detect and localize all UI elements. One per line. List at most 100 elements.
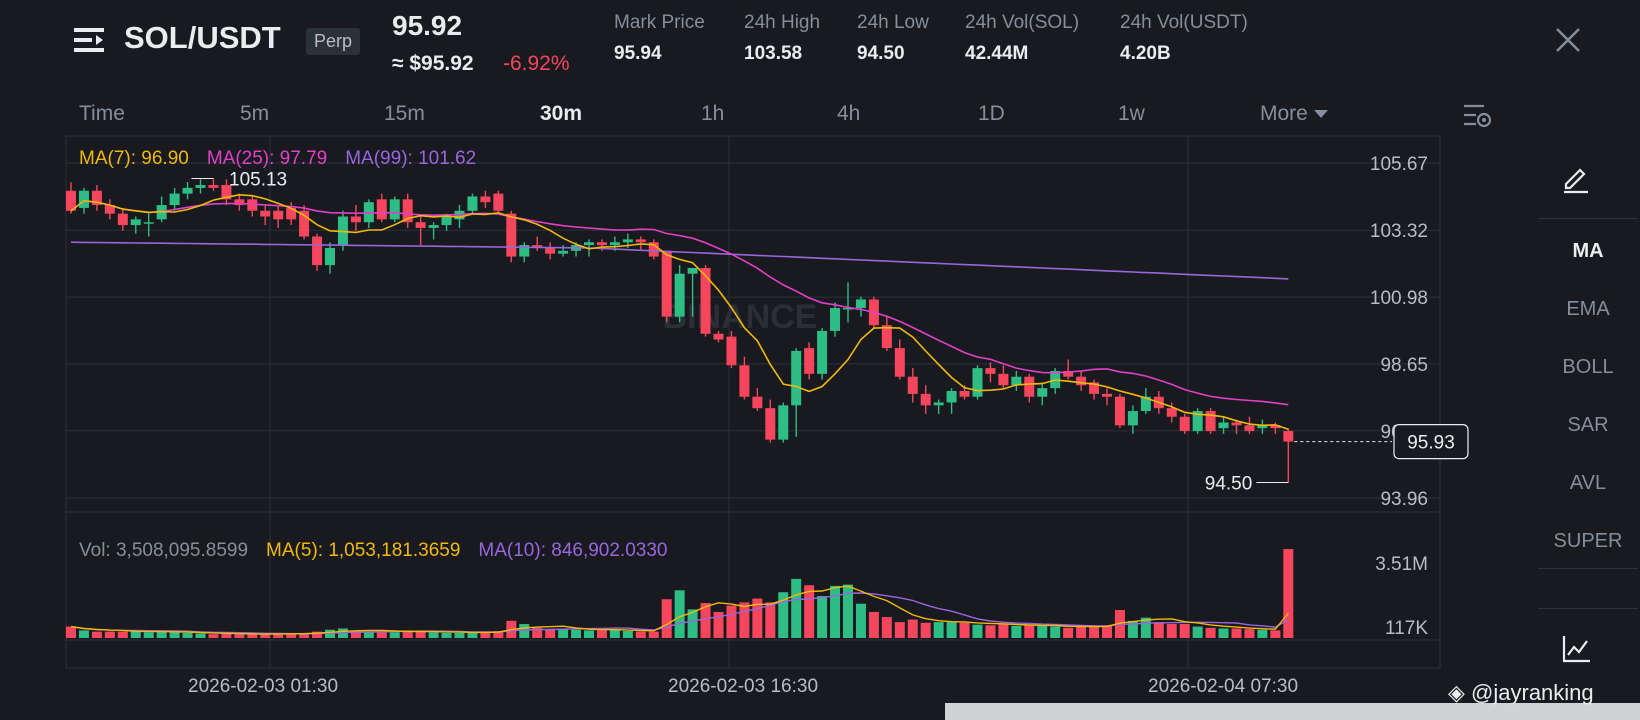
low-marker-label: 94.50 bbox=[1205, 474, 1253, 495]
chart-settings-icon[interactable] bbox=[1462, 102, 1492, 130]
volume-bar bbox=[1063, 627, 1074, 638]
candle-body bbox=[467, 196, 478, 211]
volume-bar bbox=[454, 632, 465, 638]
indicator-super[interactable]: SUPER bbox=[1553, 530, 1623, 552]
volume-bar bbox=[1024, 625, 1035, 638]
candle-body bbox=[519, 245, 530, 257]
tab-1h[interactable]: 1h bbox=[701, 102, 725, 125]
indicator-boll[interactable]: BOLL bbox=[1562, 356, 1614, 378]
pair-title[interactable]: SOL/USDT bbox=[124, 20, 281, 55]
candle-body bbox=[843, 308, 853, 310]
candle-body bbox=[1063, 370, 1074, 377]
candle-body bbox=[1166, 408, 1177, 417]
volume-bar bbox=[1089, 625, 1100, 638]
stat-value: 4.20B bbox=[1120, 43, 1171, 64]
volume-bar bbox=[91, 631, 102, 638]
candle-body bbox=[985, 368, 996, 374]
time-axis-label: 2026-02-03 01:30 bbox=[188, 676, 339, 697]
indicator-sar[interactable]: SAR bbox=[1567, 414, 1609, 436]
tab-15m[interactable]: 15m bbox=[384, 102, 425, 125]
binance-logo-icon: ◈ bbox=[1448, 680, 1472, 705]
volume-bars bbox=[66, 549, 1294, 638]
vol-ma5-line bbox=[70, 585, 1289, 635]
tab-4h[interactable]: 4h bbox=[837, 102, 861, 125]
volume-bar bbox=[998, 624, 1009, 638]
volume-bar bbox=[946, 622, 957, 638]
candle-body bbox=[91, 190, 102, 206]
candle-body bbox=[713, 333, 724, 340]
volume-bar bbox=[402, 630, 413, 638]
more-dropdown[interactable]: More bbox=[1260, 102, 1328, 126]
ma99-line bbox=[70, 241, 1289, 280]
candle-body bbox=[1127, 411, 1138, 426]
bottom-scrollbar[interactable] bbox=[945, 703, 1640, 720]
time-axis-label: 2026-02-03 16:30 bbox=[668, 676, 819, 697]
tab-5m[interactable]: 5m bbox=[240, 102, 270, 125]
price-change-pct: -6.92% bbox=[503, 52, 570, 75]
candle-body bbox=[493, 193, 504, 211]
stat-value: 95.94 bbox=[614, 43, 662, 64]
candle-body bbox=[441, 216, 452, 226]
volume-bar bbox=[299, 632, 310, 638]
volume-bar bbox=[622, 631, 633, 638]
volume-bar bbox=[286, 633, 297, 638]
price-axis-label: 98.65 bbox=[1380, 355, 1428, 376]
candle-body bbox=[143, 222, 154, 224]
stat-value: 42.44M bbox=[965, 43, 1029, 64]
tab-time[interactable]: Time bbox=[79, 102, 125, 125]
volume-bar bbox=[1257, 629, 1268, 638]
approx-usd-price: ≈ $95.92 bbox=[392, 52, 474, 75]
candle-body bbox=[635, 239, 646, 243]
volume-bar bbox=[441, 632, 452, 638]
volume-bar bbox=[1037, 625, 1048, 638]
candle-body bbox=[130, 219, 141, 226]
volume-bar bbox=[1011, 625, 1022, 638]
candle-body bbox=[299, 210, 310, 237]
current-price-label: 95.93 bbox=[1407, 433, 1455, 454]
tab-1d[interactable]: 1D bbox=[978, 102, 1005, 125]
candle-body bbox=[1231, 422, 1242, 426]
volume-bar bbox=[117, 631, 128, 638]
pen-icon[interactable] bbox=[1560, 162, 1592, 194]
indicator-ma[interactable]: MA bbox=[1572, 240, 1604, 262]
candle-body bbox=[1089, 382, 1100, 394]
candle-body bbox=[661, 250, 672, 317]
indicator-ema[interactable]: EMA bbox=[1566, 298, 1610, 320]
volume-bar bbox=[920, 622, 931, 638]
candle-body bbox=[234, 199, 245, 206]
menu-icon[interactable] bbox=[74, 26, 106, 54]
chart-grid bbox=[65, 135, 1441, 669]
volume-bar bbox=[1179, 624, 1190, 638]
volume-legend: Vol: 3,508,095.8599 MA(5): 1,053,181.3659… bbox=[79, 540, 685, 562]
volume-bar bbox=[182, 632, 193, 638]
sidebar-divider bbox=[1538, 608, 1638, 609]
candle-body bbox=[350, 216, 361, 223]
volume-bar bbox=[830, 585, 841, 638]
stat-24h-vol-usdt: 24h Vol(USDT) 4.20B bbox=[1120, 12, 1248, 65]
candle-body bbox=[337, 216, 348, 246]
price-markers: 105.13 94.50 95.93 bbox=[191, 169, 1469, 495]
volume-axis-label: 117K bbox=[1385, 618, 1428, 639]
indicator-avl[interactable]: AVL bbox=[1569, 472, 1607, 494]
candle-body bbox=[791, 350, 802, 406]
candle-body bbox=[66, 190, 76, 211]
candle-body bbox=[739, 365, 750, 397]
volume-bar bbox=[1205, 627, 1216, 638]
volume-bar bbox=[817, 596, 828, 638]
vol-ma10-value: MA(10): 846,902.0330 bbox=[478, 540, 668, 561]
candle-body bbox=[817, 330, 828, 374]
trend-chart-icon[interactable] bbox=[1560, 633, 1592, 665]
candle-body bbox=[894, 348, 905, 377]
sidebar-divider bbox=[1538, 218, 1638, 219]
tab-30m[interactable]: 30m bbox=[540, 102, 583, 125]
candle-body bbox=[1205, 411, 1216, 432]
close-icon[interactable] bbox=[1554, 26, 1582, 54]
tab-1w[interactable]: 1w bbox=[1118, 102, 1145, 125]
volume-bar bbox=[156, 631, 167, 638]
volume-bar bbox=[169, 632, 180, 638]
stat-label: Mark Price bbox=[614, 12, 705, 33]
volume-bar bbox=[1140, 617, 1151, 638]
candle-body bbox=[1244, 425, 1255, 432]
candle-body bbox=[946, 391, 957, 403]
